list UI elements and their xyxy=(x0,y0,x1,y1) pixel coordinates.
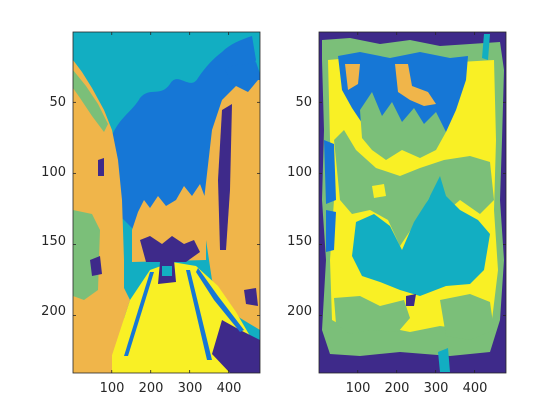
right-region-dark-speck xyxy=(406,294,416,306)
right-region-orange-1 xyxy=(345,64,360,90)
right-xtick-labels: 100 200 300 400 xyxy=(346,381,488,396)
left-ytick-label: 200 xyxy=(41,304,66,319)
left-ytick-labels: 50 100 150 200 xyxy=(41,95,66,319)
left-region-building-left-green xyxy=(73,210,100,300)
right-region-teal-bottom xyxy=(438,348,450,372)
left-axes: 100 200 300 400 50 100 150 200 xyxy=(41,31,261,396)
left-xtick-label: 400 xyxy=(217,381,242,396)
right-region-green-low-2 xyxy=(440,294,494,340)
right-axes: 100 200 300 400 50 100 150 200 xyxy=(287,31,507,396)
left-region-lane-1 xyxy=(124,272,154,356)
left-region-sidewalk-left xyxy=(98,288,130,355)
right-ytick-label: 100 xyxy=(287,165,312,180)
left-image xyxy=(73,32,260,373)
right-ytick-label: 50 xyxy=(295,95,312,110)
right-xtick-label: 300 xyxy=(424,381,449,396)
right-xtick-label: 400 xyxy=(463,381,488,396)
right-region-green-low xyxy=(334,296,410,334)
right-region-green-mid xyxy=(334,130,494,246)
right-ytick-label: 150 xyxy=(287,234,312,249)
right-xtick-label: 200 xyxy=(385,381,410,396)
left-xtick-label: 100 xyxy=(100,381,125,396)
left-region-cloud xyxy=(100,36,256,240)
right-ytick-label: 200 xyxy=(287,304,312,319)
right-image xyxy=(319,32,506,373)
left-region-lane-2 xyxy=(186,270,212,360)
left-region-sidewalk-right xyxy=(212,320,260,373)
right-region-blue-left-2 xyxy=(326,210,336,252)
left-axes-box xyxy=(72,31,261,374)
right-region-orange-2 xyxy=(395,64,436,106)
left-region-building-right-dark xyxy=(218,104,232,250)
left-region-building-right xyxy=(204,80,260,330)
left-region-noise-2 xyxy=(90,256,102,276)
right-ytick-labels: 50 100 150 200 xyxy=(287,95,312,319)
left-region-noise-3 xyxy=(244,288,258,306)
right-xtick-label: 100 xyxy=(346,381,371,396)
left-xtick-label: 300 xyxy=(178,381,203,396)
left-region-car-2 xyxy=(162,266,172,276)
left-region-lane-3 xyxy=(196,268,244,332)
right-region-teal-top xyxy=(482,34,490,60)
right-region-yellow-speck xyxy=(372,184,386,198)
right-region-blue-left xyxy=(324,140,336,204)
left-ytick-label: 50 xyxy=(49,95,66,110)
left-ytick-label: 150 xyxy=(41,234,66,249)
left-xtick-labels: 100 200 300 400 xyxy=(100,381,242,396)
right-region-green-top xyxy=(360,92,446,160)
right-region-teal xyxy=(352,176,490,296)
left-ticks xyxy=(73,32,260,373)
right-ticks xyxy=(319,32,506,373)
left-region-distant-dark xyxy=(140,236,200,262)
left-region-noise-1 xyxy=(98,158,104,176)
right-axes-box xyxy=(318,31,507,374)
left-ytick-label: 100 xyxy=(41,165,66,180)
left-region-building-left-edge xyxy=(73,70,108,132)
left-xtick-label: 200 xyxy=(139,381,164,396)
